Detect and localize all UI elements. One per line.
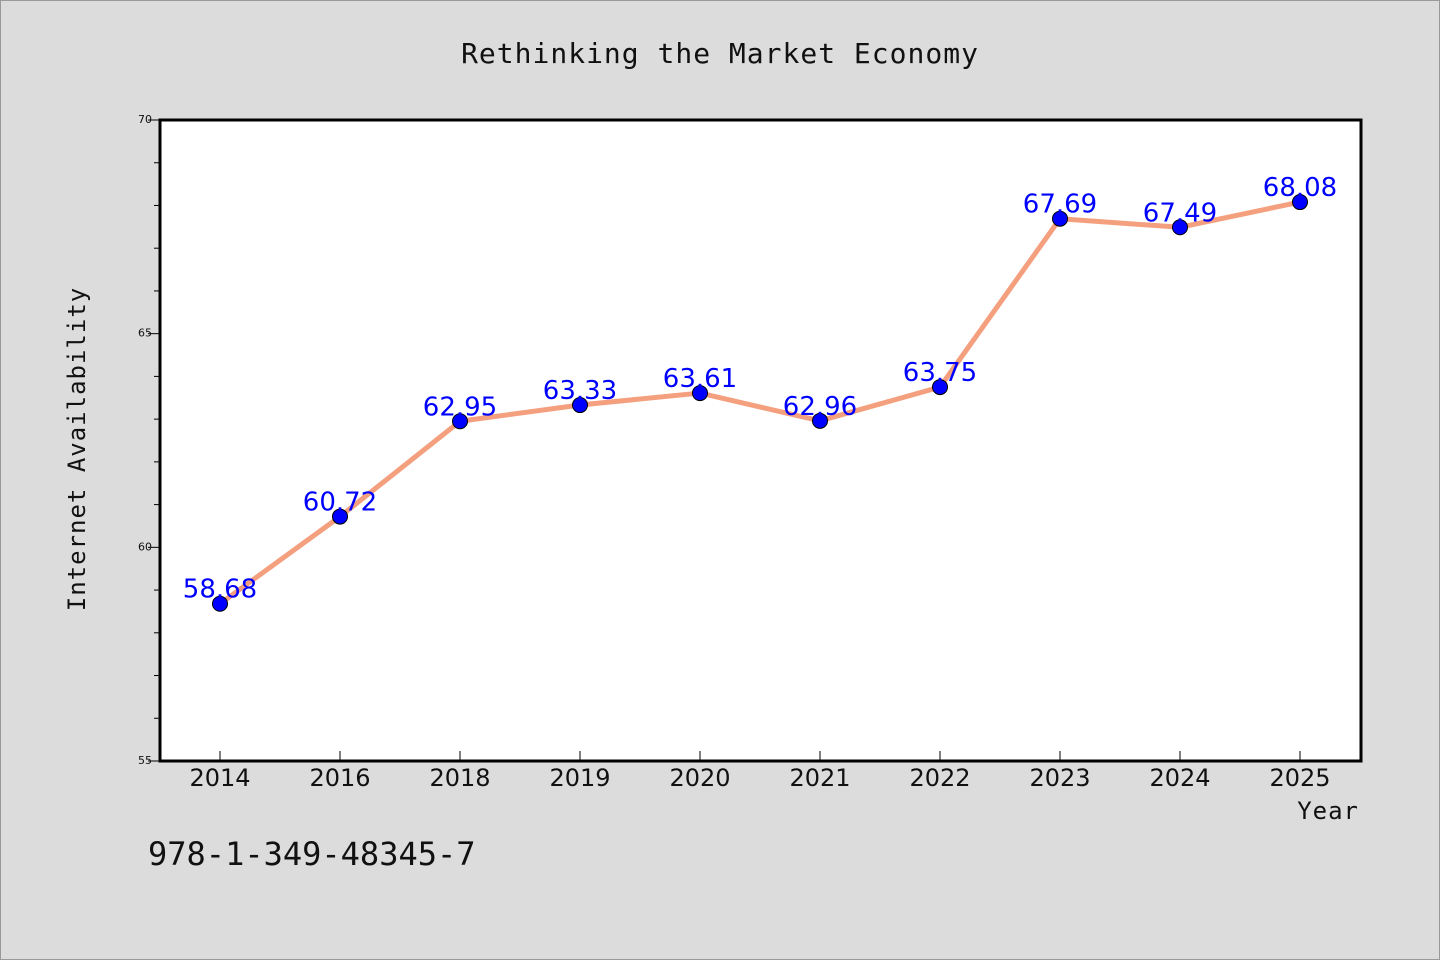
x-tick-label: 2021: [789, 764, 850, 792]
x-axis: 2014 2016 2018 2019 2020 2021 2022 2023 2024 2025: [189, 751, 1331, 792]
y-tick-label: 70: [138, 113, 152, 126]
x-tick-label: 2018: [429, 764, 490, 792]
data-label: 67.69: [1023, 190, 1097, 220]
x-tick-label: 2019: [549, 764, 610, 792]
data-label: 63.61: [663, 364, 737, 394]
y-tick-label: 65: [138, 327, 152, 340]
data-label: 67.49: [1143, 198, 1217, 228]
data-point: [1292, 194, 1308, 211]
data-point: [1172, 219, 1188, 236]
data-point: [932, 379, 948, 396]
y-axis: 55 60 65 70: [138, 113, 160, 767]
data-label: 68.08: [1263, 173, 1337, 203]
data-label: 62.96: [783, 392, 857, 422]
y-axis-label: Internet Availability: [63, 287, 91, 611]
data-point: [452, 413, 468, 430]
data-label: 58.68: [183, 575, 257, 605]
x-tick-label: 2025: [1269, 764, 1330, 792]
series-layer: 58.68 60.72 62.95 63.33 63.61 62.96 63.75 67.69…: [183, 173, 1337, 612]
data-point: [332, 508, 348, 525]
y-tick-label: 60: [138, 540, 152, 553]
data-point: [812, 412, 828, 429]
data-point: [1052, 210, 1068, 227]
y-tick-label: 55: [138, 754, 152, 767]
x-tick-label: 2023: [1029, 764, 1090, 792]
x-tick-label: 2024: [1149, 764, 1210, 792]
data-point: [692, 385, 708, 402]
x-axis-label: Year: [1297, 797, 1359, 825]
x-tick-label: 2020: [669, 764, 730, 792]
chart-title: Rethinking the Market Economy: [461, 37, 979, 70]
data-label: 62.95: [423, 392, 497, 422]
x-tick-label: 2014: [189, 764, 250, 792]
x-tick-label: 2016: [309, 764, 370, 792]
data-point: [212, 595, 228, 612]
data-label: 60.72: [303, 488, 377, 518]
data-label: 63.33: [543, 376, 617, 406]
data-label: 63.75: [903, 358, 977, 388]
isbn-text: 978-1-349-48345-7: [148, 835, 476, 873]
series-line: [217, 199, 1303, 607]
x-tick-label: 2022: [909, 764, 970, 792]
data-point: [572, 397, 588, 414]
